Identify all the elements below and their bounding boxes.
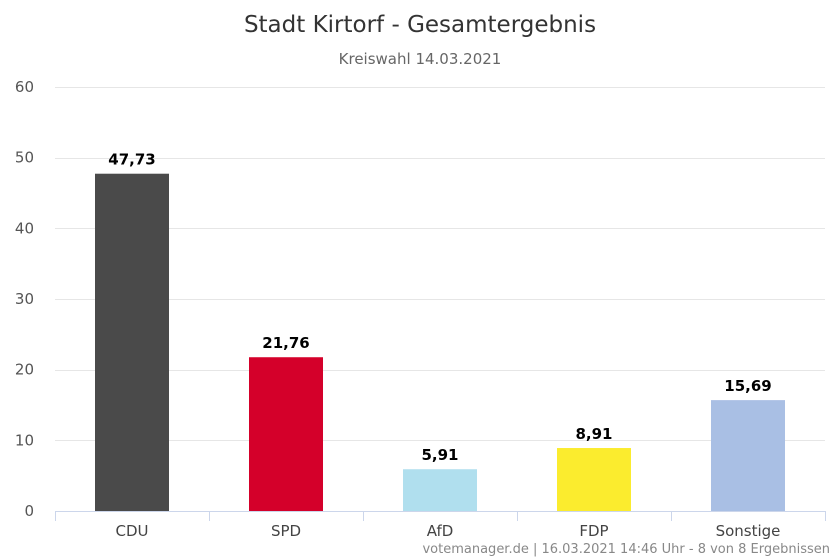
y-tick-label: 30	[15, 290, 34, 308]
bar-afd[interactable]	[403, 469, 477, 511]
bar-sonstige[interactable]	[711, 400, 785, 511]
y-tick-label: 10	[15, 431, 34, 449]
chart-credit[interactable]: votemanager.de | 16.03.2021 14:46 Uhr - …	[422, 542, 830, 557]
bar-cdu[interactable]	[95, 173, 169, 511]
data-label-cdu: 47,73	[108, 151, 155, 169]
x-tick-label-fdp: FDP	[579, 522, 608, 540]
data-label-afd: 5,91	[421, 446, 458, 464]
x-tick-label-spd: SPD	[271, 522, 301, 540]
x-axis: CDU SPD AfD FDP Sonstige	[55, 511, 826, 540]
data-label-sonstige: 15,69	[724, 377, 771, 395]
y-tick-label: 60	[15, 78, 34, 96]
data-label-spd: 21,76	[262, 334, 309, 352]
y-tick-label: 50	[15, 149, 34, 167]
gridlines	[55, 87, 825, 441]
y-tick-label: 20	[15, 361, 34, 379]
data-labels: 47,73 21,76 5,91 8,91 15,69	[108, 151, 771, 465]
bars	[95, 173, 785, 511]
bar-fdp[interactable]	[557, 448, 631, 511]
chart-title: Stadt Kirtorf - Gesamtergebnis	[244, 12, 596, 38]
x-tick-label-cdu: CDU	[115, 522, 148, 540]
x-tick-label-afd: AfD	[427, 522, 454, 540]
y-tick-label: 0	[24, 502, 34, 520]
bar-spd[interactable]	[249, 357, 323, 511]
chart-subtitle: Kreiswahl 14.03.2021	[339, 50, 502, 68]
y-axis-ticks: 0 10 20 30 40 50 60	[15, 78, 34, 520]
y-tick-label: 40	[15, 219, 34, 237]
x-tick-label-sonstige: Sonstige	[716, 522, 781, 540]
data-label-fdp: 8,91	[575, 425, 612, 443]
